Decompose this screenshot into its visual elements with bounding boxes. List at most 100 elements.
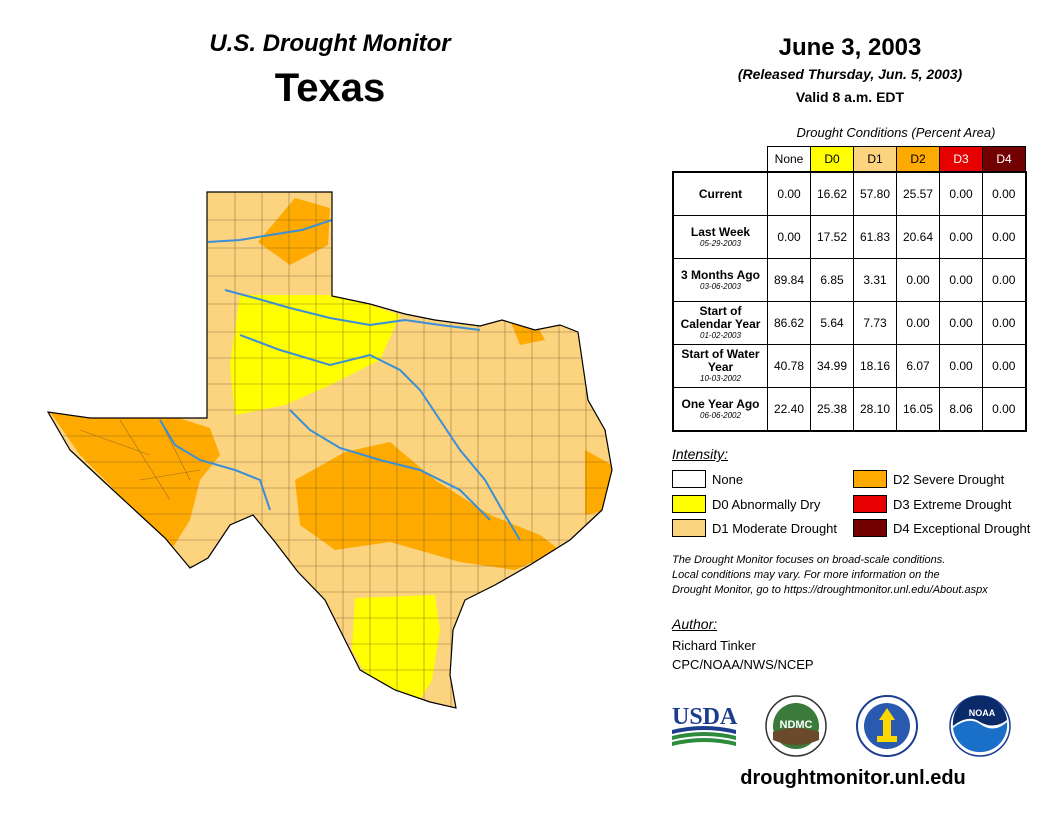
row-label: One Year Ago 06-06-2002	[672, 387, 768, 432]
table-cell: 0.00	[939, 258, 983, 302]
table-row: Last Week 05-29-2003 0.00 17.52 61.83 20.…	[672, 215, 1026, 259]
table-cell: 0.00	[939, 344, 983, 388]
table-cell: 57.80	[853, 171, 897, 216]
table-cell: 89.84	[767, 258, 811, 302]
brazos-river	[239, 334, 521, 541]
table-cell: 86.62	[767, 301, 811, 345]
table-cell: 61.83	[853, 215, 897, 259]
texas-drought-map	[46, 191, 613, 709]
table-cell: 0.00	[939, 215, 983, 259]
table-header-row: None D0 D1 D2 D3 D4	[673, 146, 1026, 173]
table-cell: 0.00	[896, 301, 940, 345]
row-label-text: 3 Months Ago	[681, 267, 760, 282]
table-cell: 25.38	[810, 387, 854, 432]
author-org: CPC/NOAA/NWS/NCEP	[672, 657, 814, 672]
legend-item-d3: D3 Extreme Drought	[853, 495, 1012, 513]
table-cell: 0.00	[982, 344, 1026, 388]
colorado-river	[289, 409, 491, 521]
table-cell: 7.73	[853, 301, 897, 345]
note-line: Drought Monitor, go to https://droughtmo…	[672, 584, 988, 596]
row-label-text: Start of Calendar Year	[680, 304, 761, 331]
legend-swatch	[853, 495, 887, 513]
col-d2: D2	[896, 146, 940, 173]
table-cell: 5.64	[810, 301, 854, 345]
rivers	[159, 219, 521, 541]
author-name: Richard Tinker	[672, 638, 756, 653]
table-caption: Drought Conditions (Percent Area)	[796, 125, 996, 140]
legend-swatch	[672, 519, 706, 537]
legend-item-d1: D1 Moderate Drought	[672, 519, 837, 537]
table-cell: 6.85	[810, 258, 854, 302]
drought-conditions-table: None D0 D1 D2 D3 D4 Current 0.00 16.62 5…	[672, 146, 1027, 432]
col-d0: D0	[810, 146, 854, 173]
noaa-logo-text: NOAA	[969, 708, 996, 718]
table-cell: 20.64	[896, 215, 940, 259]
col-d1: D1	[853, 146, 897, 173]
table-row: Current 0.00 16.62 57.80 25.57 0.00 0.00	[672, 171, 1026, 216]
legend-title: Intensity:	[672, 446, 729, 462]
row-label-text: Current	[698, 186, 743, 201]
table-cell: 0.00	[939, 301, 983, 345]
table-row: Start of Calendar Year 01-02-2003 86.62 5…	[672, 301, 1026, 345]
red-river	[224, 289, 481, 331]
table-cell: 25.57	[896, 171, 940, 216]
table-cell: 0.00	[896, 258, 940, 302]
release-date: (Released Thursday, Jun. 5, 2003)	[737, 66, 963, 82]
col-none: None	[767, 146, 811, 173]
state-title: Texas	[274, 66, 386, 110]
legend-swatch	[672, 470, 706, 488]
table-cell: 40.78	[767, 344, 811, 388]
row-date: 10-03-2002	[700, 374, 741, 383]
table-row: 3 Months Ago 03-06-2003 89.84 6.85 3.31 0…	[672, 258, 1026, 302]
legend-item-d0: D0 Abnormally Dry	[672, 495, 820, 513]
table-cell: 0.00	[982, 171, 1026, 216]
legend-item-none: None	[672, 470, 743, 488]
note-line: The Drought Monitor focuses on broad-sca…	[672, 554, 946, 566]
table-cell: 17.52	[810, 215, 854, 259]
legend-swatch	[853, 519, 887, 537]
texas-outline	[46, 191, 613, 709]
table-cell: 0.00	[939, 171, 983, 216]
table-cell: 28.10	[853, 387, 897, 432]
usda-logo-text: USDA	[672, 704, 738, 730]
commerce-seal-icon	[856, 695, 918, 757]
legend-item-d4: D4 Exceptional Drought	[853, 519, 1030, 537]
note-line: Local conditions may vary. For more info…	[672, 569, 940, 581]
ndmc-logo-text: NDMC	[780, 719, 813, 731]
table-cell: 18.16	[853, 344, 897, 388]
col-d3: D3	[939, 146, 983, 173]
row-label: Start of Water Year 10-03-2002	[672, 344, 768, 388]
row-date: 03-06-2003	[700, 281, 741, 291]
table-cell: 16.62	[810, 171, 854, 216]
legend-label: D3 Extreme Drought	[893, 496, 1012, 512]
col-d4: D4	[982, 146, 1026, 173]
table-cell: 6.07	[896, 344, 940, 388]
row-label: 3 Months Ago 03-06-2003	[672, 258, 768, 302]
row-label-text: Last Week	[690, 224, 751, 239]
legend-swatch	[853, 470, 887, 488]
legend-item-d2: D2 Severe Drought	[853, 470, 1004, 488]
table-cell: 3.31	[853, 258, 897, 302]
table-cell: 0.00	[767, 215, 811, 259]
legend-swatch	[672, 495, 706, 513]
table-cell: 0.00	[982, 215, 1026, 259]
noaa-logo-icon: NOAA	[949, 695, 1011, 757]
legend-label: D2 Severe Drought	[893, 471, 1005, 487]
valid-time: Valid 8 a.m. EDT	[795, 89, 905, 105]
map-date: June 3, 2003	[778, 34, 922, 61]
d2-region-central	[295, 442, 560, 570]
canadian-river	[207, 219, 333, 243]
table-cell: 8.06	[939, 387, 983, 432]
table-cell: 0.00	[982, 301, 1026, 345]
legend-label: None	[712, 471, 744, 487]
table-cell: 0.00	[982, 258, 1026, 302]
table-cell: 0.00	[982, 387, 1026, 432]
map-title: U.S. Drought Monitor	[209, 30, 451, 57]
ndmc-logo-icon: NDMC	[765, 695, 827, 757]
row-label: Start of Calendar Year 01-02-2003	[672, 301, 768, 345]
website-link[interactable]: droughtmonitor.unl.edu	[740, 767, 966, 789]
table-cell: 16.05	[896, 387, 940, 432]
table-row: Start of Water Year 10-03-2002 40.78 34.9…	[672, 344, 1026, 388]
legend-label: D1 Moderate Drought	[712, 520, 838, 536]
table-cell: 34.99	[810, 344, 854, 388]
